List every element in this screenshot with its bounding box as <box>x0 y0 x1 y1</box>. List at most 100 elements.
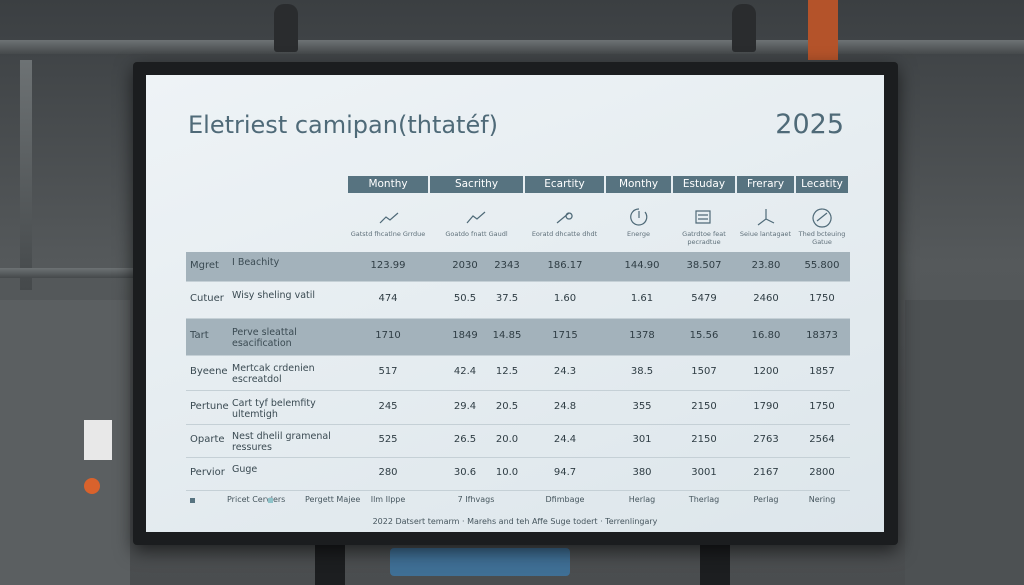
table-cell: 355 <box>632 400 652 412</box>
column-caption: Goatdo fnatt Gaudl <box>445 230 508 238</box>
table-cell: 1710 <box>375 330 401 341</box>
table-cell: 42.4 <box>453 366 477 377</box>
table-cell: 2150 <box>691 400 717 412</box>
footer-cell: Ilm Ilppe <box>370 495 406 504</box>
table-cell: 38.5 <box>630 366 654 377</box>
pipe <box>0 40 1024 54</box>
table-cell: 50.5 <box>453 293 477 304</box>
table-cell: 280 <box>378 467 398 478</box>
column-header: Sacrithy <box>430 176 523 193</box>
table-cell: 20.0 <box>495 434 519 445</box>
table-cell: 15.56 <box>689 330 719 341</box>
column-caption: Seiue lantagaet <box>739 230 792 238</box>
footer-cell: Dfimbage <box>545 495 585 504</box>
table-cell: 301 <box>632 434 652 445</box>
table-cell: 2460 <box>753 293 779 304</box>
table-cell: 1.60 <box>553 293 577 304</box>
table-cell: 1507 <box>691 366 717 377</box>
row-label: Oparte <box>190 434 225 445</box>
row-label: Byeene <box>190 366 228 377</box>
column-caption: Energe <box>627 230 650 238</box>
column-icon <box>757 209 774 226</box>
label-plate <box>84 420 112 460</box>
legend-label: Pricet Cervlers <box>227 495 286 504</box>
table-cell: 1857 <box>809 366 835 377</box>
column-icon <box>379 212 399 224</box>
legend-swatch <box>268 498 273 503</box>
table-cell: 30.6 <box>453 467 477 478</box>
table-cell: 517 <box>378 366 398 377</box>
table-row <box>186 391 850 425</box>
table-cell: 23.80 <box>751 259 781 271</box>
title: Eletriest camipan(thtatéf) <box>188 111 499 139</box>
column-caption: Thed bcteuing Gatue <box>798 230 846 246</box>
table-cell: 94.7 <box>553 467 577 478</box>
table-row <box>186 252 850 282</box>
column-header: Lecatity <box>796 176 848 193</box>
row-description: Mertcak crdenien escreatdol <box>232 363 315 385</box>
row-label: Mgret <box>190 259 219 271</box>
table-cell: 1790 <box>753 400 779 412</box>
table-cell: 14.85 <box>492 330 522 341</box>
table-cell: 525 <box>378 434 398 445</box>
column-header: Ecartity <box>525 176 604 193</box>
row-description: Wisy sheling vatil <box>232 290 316 301</box>
column-icon <box>812 208 832 228</box>
footer-cell: Herlag <box>628 495 656 504</box>
row-label: Cutuer <box>190 293 224 304</box>
column-header: Frerary <box>737 176 794 193</box>
table-cell: 12.5 <box>495 366 519 377</box>
footer-cell: Therlag <box>688 495 720 504</box>
table-cell: 24.4 <box>553 434 577 445</box>
column-header: Monthy <box>606 176 671 193</box>
screen: Eletriest camipan(thtatéf) 2025 2022 Dat… <box>146 75 884 532</box>
table-row <box>186 282 850 319</box>
column-caption: Eoratd dhcatte dhdt <box>531 230 598 238</box>
table-cell: 1750 <box>809 293 835 304</box>
column-icon <box>695 210 711 224</box>
row-description: Nest dhelil gramenal ressures <box>232 431 331 453</box>
row-label: Pervior <box>190 467 225 478</box>
table-cell: 18373 <box>806 330 838 341</box>
sign <box>390 548 570 576</box>
table-cell: 1378 <box>629 330 655 341</box>
cabinet <box>905 300 1024 585</box>
table-cell: 1200 <box>753 366 779 377</box>
camera <box>732 4 756 52</box>
table-cell: 37.5 <box>495 293 519 304</box>
table-cell: 24.8 <box>553 400 577 412</box>
table-row <box>186 319 850 356</box>
table-cell: 38.507 <box>686 259 722 271</box>
column-icon <box>629 208 647 226</box>
table-cell: 2150 <box>691 434 717 445</box>
column-header: Estuday <box>673 176 735 193</box>
table-cell: 474 <box>378 293 398 304</box>
legend-swatch <box>190 498 195 503</box>
table-cell: 55.800 <box>804 259 840 271</box>
column-icon <box>556 212 573 224</box>
table-cell: 1849 <box>452 330 478 341</box>
column-header: Monthy <box>348 176 428 193</box>
indicator <box>84 478 100 494</box>
table-cell: 2030 <box>452 259 478 271</box>
table-cell: 16.80 <box>751 330 781 341</box>
table-cell: 1750 <box>809 400 835 412</box>
table-cell: 29.4 <box>453 400 477 412</box>
table-row <box>186 356 850 391</box>
table-row <box>186 458 850 491</box>
year: 2025 <box>775 109 844 140</box>
table-cell: 2343 <box>494 259 520 271</box>
table-row <box>186 425 850 458</box>
table-cell: 24.3 <box>553 366 577 377</box>
footer-cell: Perlag <box>753 495 779 504</box>
column-caption: Gatstd fhcatlne Grrdue <box>350 230 426 238</box>
table-cell: 2167 <box>753 467 779 478</box>
table-cell: 2564 <box>809 434 835 445</box>
stand <box>315 540 345 585</box>
row-description: Perve sleattal esacification <box>232 327 297 349</box>
table-cell: 5479 <box>691 293 717 304</box>
table-cell: 3001 <box>691 467 717 478</box>
table-cell: 26.5 <box>453 434 477 445</box>
table-cell: 245 <box>378 400 398 412</box>
row-description: Cart tyf belemfity ultemtigh <box>232 397 316 420</box>
